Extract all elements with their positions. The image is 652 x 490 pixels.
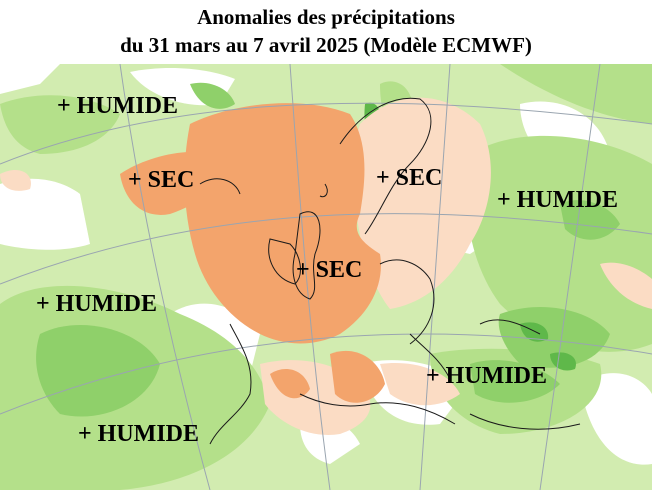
map-title: Anomalies des précipitations xyxy=(197,5,455,29)
map-label-sec-scandinavia: + SEC xyxy=(376,165,443,191)
map-label-humide-southwest: + HUMIDE xyxy=(78,421,200,447)
map-label-sec-west: + SEC xyxy=(128,167,195,193)
map-label-humide-east: + HUMIDE xyxy=(497,187,619,213)
map-label-humide-southeast: + HUMIDE xyxy=(426,363,548,389)
wet-strong-areas xyxy=(36,82,620,417)
map-label-humide-west: + HUMIDE xyxy=(36,291,158,317)
graticule xyxy=(0,64,652,490)
map-label-humide-nw: + HUMIDE xyxy=(57,93,179,119)
dry-strong-areas xyxy=(120,103,385,403)
map-label-sec-center: + SEC xyxy=(296,257,363,283)
anomaly-map: + HUMIDE + SEC + SEC + HUMIDE + SEC + HU… xyxy=(0,64,652,490)
coastlines xyxy=(199,97,581,445)
map-subtitle: du 31 mars au 7 avril 2025 (Modèle ECMWF… xyxy=(120,33,532,57)
map-canvas xyxy=(0,64,652,490)
header: Anomalies des précipitations du 31 mars … xyxy=(0,0,652,64)
